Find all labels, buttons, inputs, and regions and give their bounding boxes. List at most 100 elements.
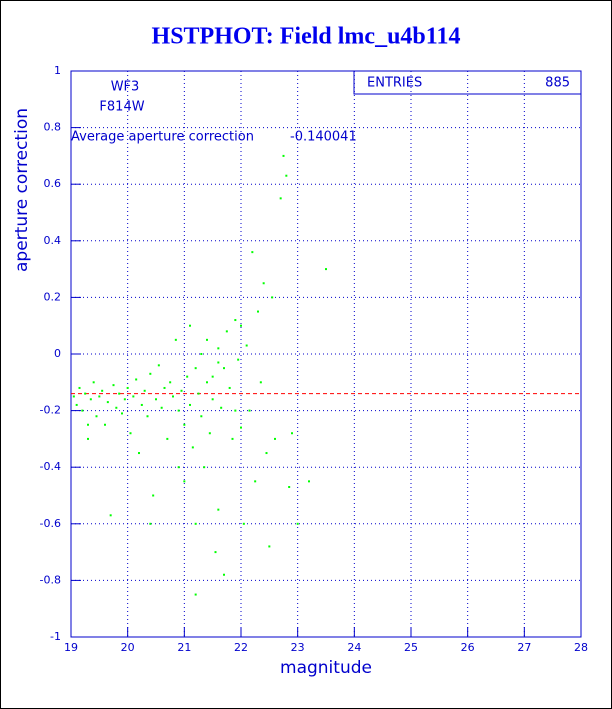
point	[189, 403, 191, 406]
point	[200, 353, 203, 355]
y-tick-label: -0.6	[40, 517, 61, 530]
stats-value: 885	[545, 76, 570, 91]
point	[121, 412, 123, 415]
point	[89, 398, 92, 401]
point	[288, 486, 291, 489]
average-value: -0.140041	[290, 130, 357, 145]
point	[87, 423, 89, 426]
point	[126, 386, 129, 389]
y-tick-label: 0.2	[44, 290, 62, 303]
point	[325, 268, 327, 271]
y-tick-label: -0.4	[40, 460, 61, 473]
point	[106, 401, 109, 404]
point	[75, 403, 78, 406]
point	[206, 381, 208, 384]
point	[129, 432, 132, 435]
point	[251, 251, 254, 254]
point	[245, 344, 248, 347]
point	[237, 358, 240, 361]
point	[149, 372, 152, 375]
point	[143, 389, 146, 392]
point	[84, 392, 87, 395]
point	[285, 174, 288, 177]
point	[262, 282, 265, 285]
point	[115, 406, 118, 409]
point	[109, 514, 112, 517]
point	[140, 403, 143, 406]
point	[183, 423, 186, 426]
point	[217, 508, 220, 511]
y-tick-label: 0.8	[44, 121, 62, 134]
point	[186, 375, 189, 378]
point	[194, 367, 197, 370]
point	[189, 324, 191, 327]
point	[279, 197, 282, 200]
point	[98, 395, 101, 398]
plot-frame	[70, 70, 582, 638]
point	[87, 437, 89, 440]
point	[191, 446, 194, 449]
point	[268, 545, 271, 548]
annotation: WF3	[111, 80, 140, 95]
point	[206, 338, 208, 341]
point	[217, 347, 220, 350]
point	[81, 409, 84, 412]
point	[257, 310, 259, 313]
point	[135, 378, 138, 381]
point	[104, 423, 106, 426]
point	[254, 480, 257, 483]
x-tick-label: 25	[404, 641, 418, 654]
point	[203, 466, 206, 469]
point	[194, 593, 197, 596]
point	[228, 386, 231, 389]
point	[177, 409, 180, 412]
point	[166, 437, 169, 440]
point	[282, 154, 285, 157]
x-axis-label: magnitude	[280, 658, 372, 678]
point	[174, 338, 177, 341]
point	[172, 395, 174, 398]
point	[234, 319, 237, 322]
point	[231, 437, 234, 440]
point	[155, 398, 157, 401]
point	[248, 409, 251, 412]
x-tick-label: 23	[291, 641, 305, 654]
point	[72, 395, 75, 398]
point	[101, 389, 104, 392]
point	[225, 330, 228, 333]
x-tick-label: 26	[461, 641, 475, 654]
point	[240, 324, 242, 327]
average-label: Average aperture correction	[71, 130, 254, 145]
point	[308, 480, 310, 483]
point	[240, 426, 242, 429]
y-tick-label: -0.8	[40, 573, 61, 586]
point	[95, 415, 98, 418]
point	[177, 466, 180, 469]
x-tick-label: 22	[234, 641, 248, 654]
point	[146, 415, 149, 418]
point	[291, 432, 293, 435]
y-tick-label: 0.6	[44, 177, 62, 190]
y-tick-label: 0.4	[44, 234, 62, 247]
point	[180, 389, 183, 392]
point	[274, 437, 276, 440]
point	[242, 522, 245, 525]
point	[200, 415, 203, 418]
x-tick-label: 27	[517, 641, 531, 654]
point	[234, 409, 237, 412]
x-tick-label: 19	[64, 641, 78, 654]
point	[208, 432, 211, 435]
point	[149, 522, 152, 525]
point	[132, 395, 135, 398]
point	[152, 494, 155, 497]
point	[118, 392, 121, 395]
point	[259, 381, 262, 384]
y-tick-label: 0	[54, 347, 61, 360]
point	[197, 392, 200, 395]
y-axis-label: aperture correction	[12, 108, 32, 272]
point	[211, 398, 214, 401]
point	[296, 522, 299, 525]
point	[160, 406, 163, 409]
